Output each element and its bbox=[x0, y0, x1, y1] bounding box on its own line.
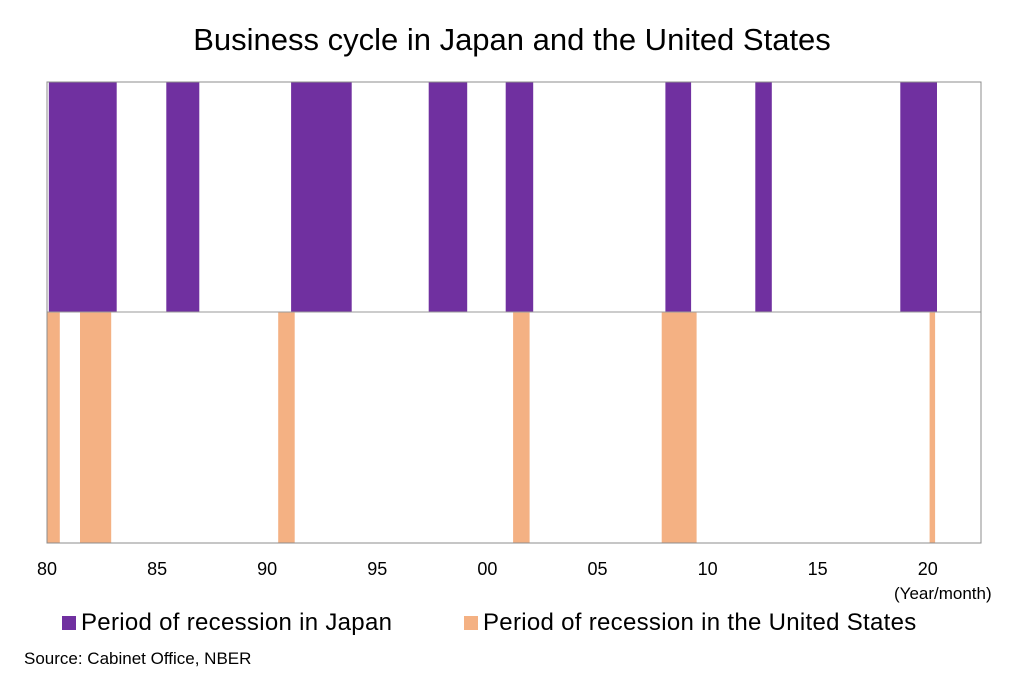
us-recession-series bbox=[47, 312, 936, 543]
x-tick-label-85: 85 bbox=[147, 559, 167, 579]
x-tick-label-20: 20 bbox=[918, 559, 938, 579]
x-tick-label-00: 00 bbox=[477, 559, 497, 579]
x-tick-label-95: 95 bbox=[367, 559, 387, 579]
japan-recession-bar-6 bbox=[665, 82, 692, 312]
japan-recession-bar-4 bbox=[428, 82, 468, 312]
chart-title: Business cycle in Japan and the United S… bbox=[193, 22, 831, 57]
legend-label-us: Period of recession in the United States bbox=[483, 609, 917, 636]
us-recession-bar-3 bbox=[278, 312, 295, 543]
x-tick-label-80: 80 bbox=[37, 559, 57, 579]
x-axis-tick-labels: 80 85 90 95 00 05 10 15 20 bbox=[37, 559, 938, 579]
plot-area-frame bbox=[46, 81, 982, 544]
us-recession-bar-6 bbox=[929, 312, 936, 543]
x-tick-label-05: 05 bbox=[587, 559, 607, 579]
legend-item-us: Period of recession in the United States bbox=[464, 609, 917, 637]
japan-recession-bar-3 bbox=[291, 82, 352, 312]
x-axis-unit-label: (Year/month) bbox=[894, 584, 992, 603]
business-cycle-chart: 80 85 90 95 00 05 10 15 20 bbox=[37, 81, 982, 579]
x-tick-label-90: 90 bbox=[257, 559, 277, 579]
us-recession-bar-5 bbox=[661, 312, 697, 543]
japan-recession-bar-7 bbox=[755, 82, 772, 312]
legend-item-japan: Period of recession in Japan bbox=[62, 609, 392, 637]
japan-recession-bar-5 bbox=[505, 82, 534, 312]
japan-recession-series bbox=[48, 82, 937, 312]
legend-swatch-us bbox=[464, 616, 478, 630]
japan-recession-bar-1 bbox=[48, 82, 117, 312]
us-recession-bar-4 bbox=[513, 312, 530, 543]
source-note: Source: Cabinet Office, NBER bbox=[24, 649, 252, 668]
japan-recession-bar-2 bbox=[166, 82, 200, 312]
us-recession-bar-1 bbox=[47, 312, 60, 543]
us-recession-bar-2 bbox=[80, 312, 112, 543]
x-tick-label-15: 15 bbox=[808, 559, 828, 579]
legend-swatch-japan bbox=[62, 616, 76, 630]
legend-label-japan: Period of recession in Japan bbox=[81, 609, 393, 636]
japan-recession-bar-8 bbox=[900, 82, 937, 312]
x-tick-label-10: 10 bbox=[698, 559, 718, 579]
